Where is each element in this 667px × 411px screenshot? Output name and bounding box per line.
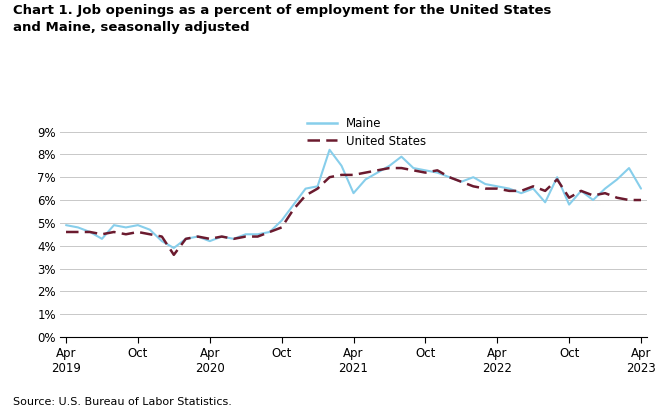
Text: Chart 1. Job openings as a percent of employment for the United States
and Maine: Chart 1. Job openings as a percent of em… — [13, 4, 552, 34]
Text: Source: U.S. Bureau of Labor Statistics.: Source: U.S. Bureau of Labor Statistics. — [13, 397, 232, 407]
Legend: Maine, United States: Maine, United States — [307, 117, 426, 148]
